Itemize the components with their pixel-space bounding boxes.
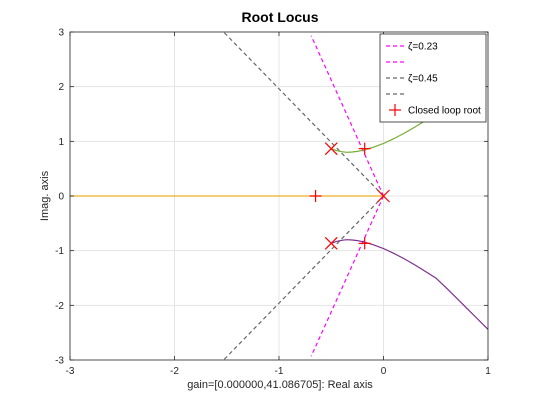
y-tick-label: 3 — [58, 28, 64, 39]
y-axis-label: Imag. axis — [39, 170, 51, 221]
damping-line-2 — [223, 32, 384, 197]
legend-entry-closed-loop-root: Closed loop root — [389, 104, 481, 117]
svg-text:Closed loop root: Closed loop root — [408, 106, 481, 117]
x-tick-label: -1 — [275, 366, 284, 377]
plot-area — [70, 32, 488, 360]
svg-text:ζ=0.23: ζ=0.23 — [408, 42, 438, 53]
damping-line-3 — [223, 195, 384, 360]
closed-loop-root-0 — [358, 142, 371, 155]
x-tick-label: 0 — [381, 366, 387, 377]
y-tick-label: 2 — [58, 82, 64, 93]
legend-entry-2: ζ=0.45 — [386, 74, 438, 85]
x-tick-label: -3 — [66, 366, 75, 377]
closed-loop-root-1 — [358, 237, 371, 250]
y-tick-label: -1 — [55, 246, 64, 257]
closed-loop-root-2 — [309, 190, 322, 202]
open-loop-pole-0 — [377, 189, 390, 203]
x-axis-label: gain=[0.000000,41.086705]: Real axis — [187, 379, 373, 391]
chart-title: Root Locus — [242, 9, 319, 25]
x-tick-label: -2 — [170, 366, 179, 377]
legend-box — [379, 33, 487, 123]
open-loop-pole-2 — [324, 236, 338, 250]
locus-branch-5 — [331, 239, 488, 330]
x-tick-label: 1 — [485, 366, 491, 377]
open-loop-pole-1 — [324, 142, 338, 156]
damping-line-1 — [310, 195, 385, 357]
y-tick-label: -3 — [55, 356, 64, 367]
damping-line-0 — [310, 35, 385, 197]
tick-labels: -3 -2 -1 0 1 -3 -2 -1 0 1 2 3 — [55, 28, 491, 378]
svg-text:ζ=0.45: ζ=0.45 — [408, 74, 438, 85]
legend: ζ=0.23 ζ=0.45 Closed loop root — [379, 33, 487, 123]
y-tick-label: 0 — [58, 192, 64, 203]
y-tick-label: 1 — [58, 137, 64, 148]
legend-entry-0: ζ=0.23 — [386, 42, 438, 53]
y-tick-label: -2 — [55, 301, 64, 312]
